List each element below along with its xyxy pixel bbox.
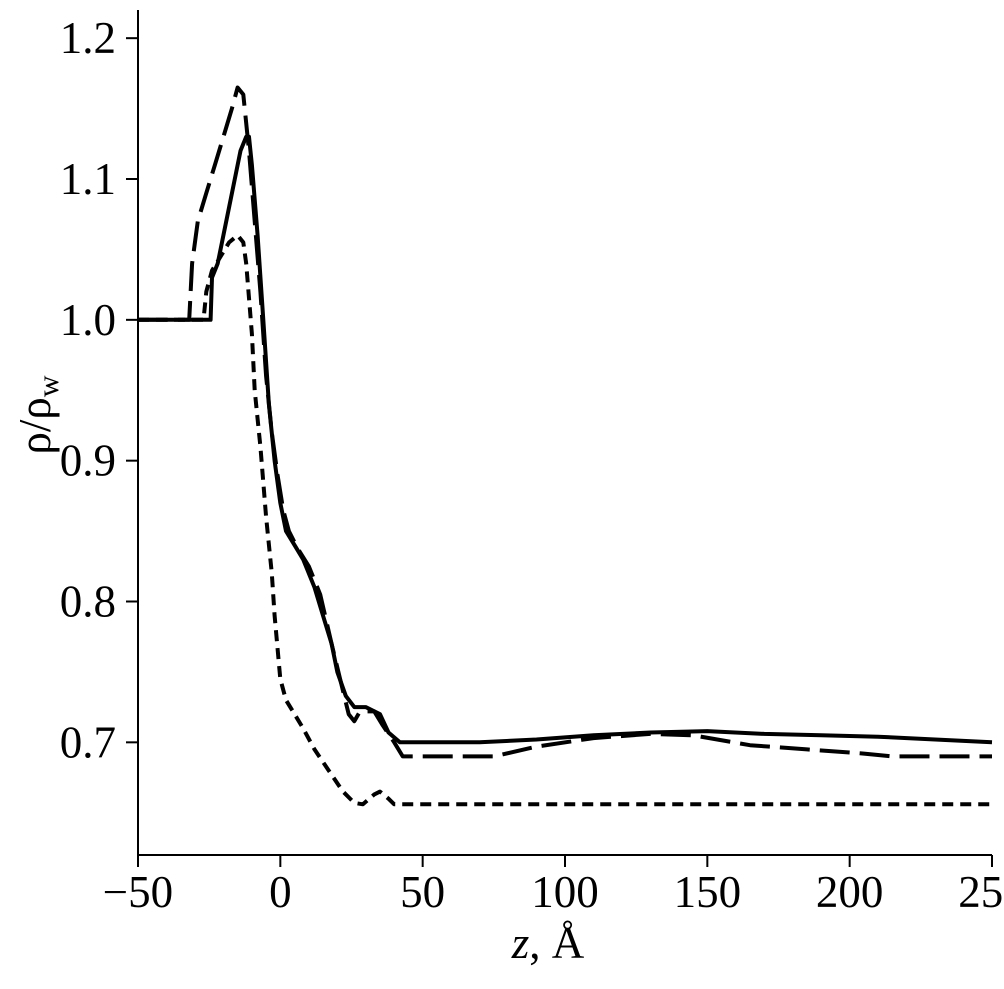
series-line-short-dash [138,233,992,807]
axis-ticks: −50 0 50 100 150 200 250 0.7 0.8 0.9 1.0 1.1 1.2 [60,13,1004,917]
y-axis-subscript: w [32,375,65,397]
y-tick-label: 1.2 [60,13,116,63]
x-tick-label: 50 [400,867,445,917]
y-axis-title: ρ/ρw [10,375,65,454]
y-axis-main: ρ/ρ [10,397,60,454]
x-tick-label: 250 [958,867,1004,917]
series-line-long-dash [138,85,992,759]
y-tick-label: 1.0 [60,295,116,345]
x-tick-label: −50 [103,867,173,917]
x-axis-unit: , Å [529,918,585,968]
series-layer [138,85,993,807]
x-axis-title: z, Å [511,918,585,968]
x-tick-label: 0 [269,867,292,917]
y-tick-label: 0.8 [60,577,116,627]
x-tick-label: 200 [816,867,884,917]
y-tick-label: 0.9 [60,436,116,486]
series-line-solid [138,134,993,745]
y-tick-label: 0.7 [60,717,116,767]
x-axis-variable: z [511,918,530,968]
x-tick-label: 100 [531,867,599,917]
x-tick-label: 150 [674,867,742,917]
plot-frame [137,10,992,856]
y-tick-label: 1.1 [60,154,116,204]
